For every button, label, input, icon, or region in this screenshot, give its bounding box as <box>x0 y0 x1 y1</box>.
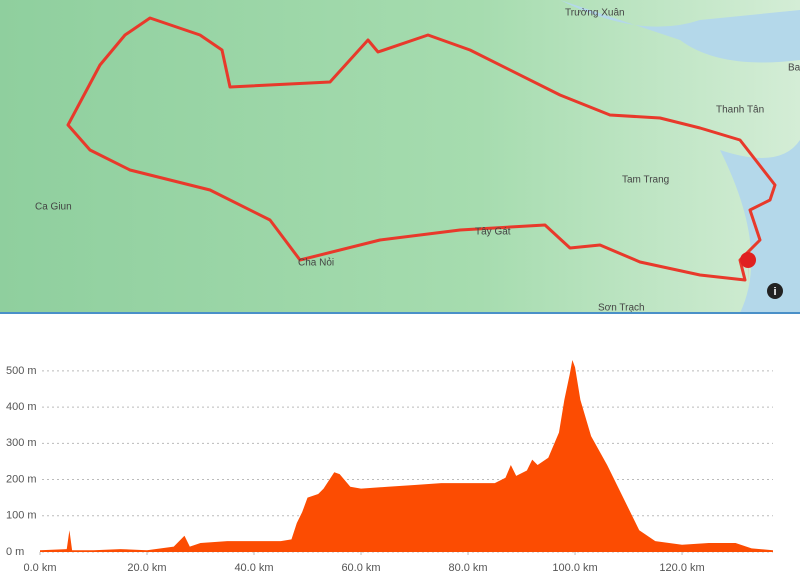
x-tick-label: 100.0 km <box>552 562 597 574</box>
elevation-chart: 0 m 100 m 200 m 300 m 400 m 500 m 0.0 km 20.0 k… <box>6 360 773 574</box>
place-label: Thanh Tân <box>716 105 764 116</box>
y-tick-label: 200 m <box>6 473 37 485</box>
place-label: Ba <box>788 63 800 74</box>
place-label: Tam Trang <box>622 175 669 186</box>
x-tick-label: 120.0 km <box>659 562 704 574</box>
place-label: Cha Nỏi <box>298 257 334 269</box>
y-tick-label: 100 m <box>6 510 37 522</box>
info-button[interactable] <box>767 283 783 299</box>
y-tick-label: 400 m <box>6 401 37 413</box>
water <box>560 0 800 313</box>
place-label: Sơn Trạch <box>598 303 645 314</box>
elevation-area <box>40 360 773 552</box>
place-label: Ca Giun <box>35 202 72 213</box>
x-tick-label: 40.0 km <box>234 562 273 574</box>
route <box>66 16 777 282</box>
info-icon: i <box>773 286 776 298</box>
x-tick-label: 20.0 km <box>127 562 166 574</box>
map[interactable]: i Trường Xuân Ba Thanh Tân Tam Trang Ca … <box>0 0 800 314</box>
y-tick-label: 500 m <box>6 365 37 377</box>
place-label: Tây Gát <box>475 227 511 238</box>
y-tick-label: 300 m <box>6 437 37 449</box>
map-background <box>0 0 800 313</box>
x-tick-label: 60.0 km <box>341 562 380 574</box>
x-tick-label: 80.0 km <box>448 562 487 574</box>
x-tick-label: 0.0 km <box>23 562 56 574</box>
place-label: Trường Xuân <box>565 8 625 19</box>
y-tick-label: 0 m <box>6 546 24 558</box>
end-marker[interactable] <box>740 252 757 285</box>
